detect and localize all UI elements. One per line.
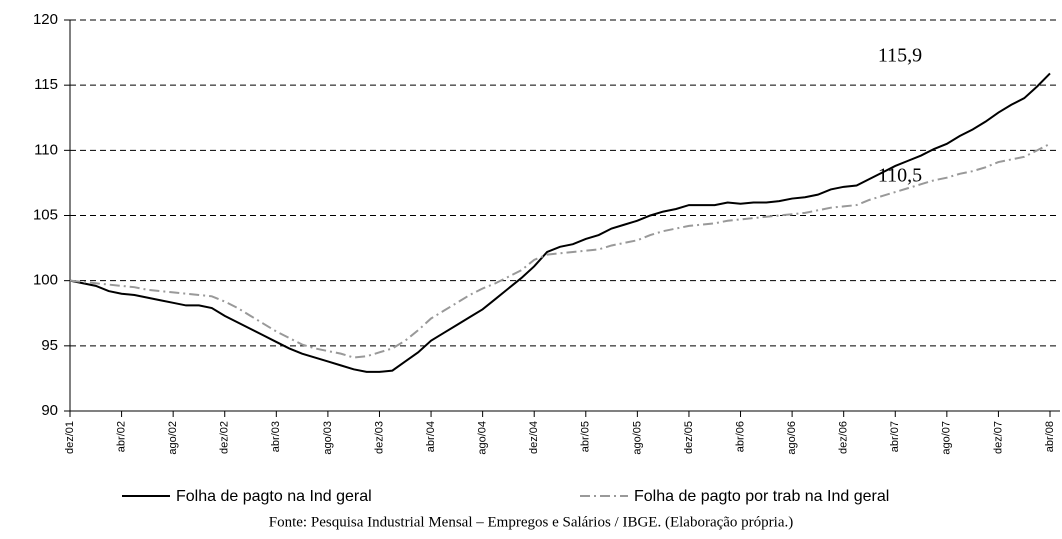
x-tick-label: abr/08 xyxy=(1044,421,1056,452)
x-tick-label: dez/02 xyxy=(219,421,231,454)
x-tick-label: ago/02 xyxy=(167,421,179,455)
x-tick-label: dez/05 xyxy=(683,421,695,454)
x-tick-label: abr/05 xyxy=(580,421,592,452)
y-tick-label: 90 xyxy=(41,402,58,419)
x-tick-label: abr/07 xyxy=(889,421,901,452)
x-tick-label: abr/02 xyxy=(115,421,127,452)
x-tick-label: ago/07 xyxy=(941,421,953,455)
y-tick-label: 105 xyxy=(33,206,58,223)
legend-label: Folha de pagto por trab na Ind geral xyxy=(634,488,889,505)
x-tick-label: dez/03 xyxy=(373,421,385,454)
y-tick-label: 115 xyxy=(34,76,58,93)
x-tick-label: abr/03 xyxy=(270,421,282,452)
legend-label: Folha de pagto na Ind geral xyxy=(176,488,372,505)
x-tick-label: ago/03 xyxy=(322,421,334,455)
data-line xyxy=(69,142,1051,359)
y-tick-label: 95 xyxy=(41,337,58,354)
x-tick-label: ago/05 xyxy=(631,421,643,455)
x-tick-label: dez/01 xyxy=(64,421,76,454)
y-tick-label: 110 xyxy=(34,141,58,158)
data-line xyxy=(69,72,1051,373)
y-tick-label: 100 xyxy=(33,272,58,289)
annotation: 115,9 xyxy=(878,45,922,67)
x-tick-label: dez/07 xyxy=(992,421,1004,454)
x-tick-label: abr/04 xyxy=(425,421,437,452)
source-note: Fonte: Pesquisa Industrial Mensal – Empr… xyxy=(269,514,793,530)
x-tick-label: dez/04 xyxy=(528,421,540,454)
x-tick-label: ago/06 xyxy=(786,421,798,455)
x-tick-label: dez/06 xyxy=(838,421,850,454)
x-tick-label: abr/06 xyxy=(734,421,746,452)
annotation: 110,5 xyxy=(878,165,922,187)
y-tick-label: 120 xyxy=(33,11,58,28)
x-tick-label: ago/04 xyxy=(477,421,489,455)
